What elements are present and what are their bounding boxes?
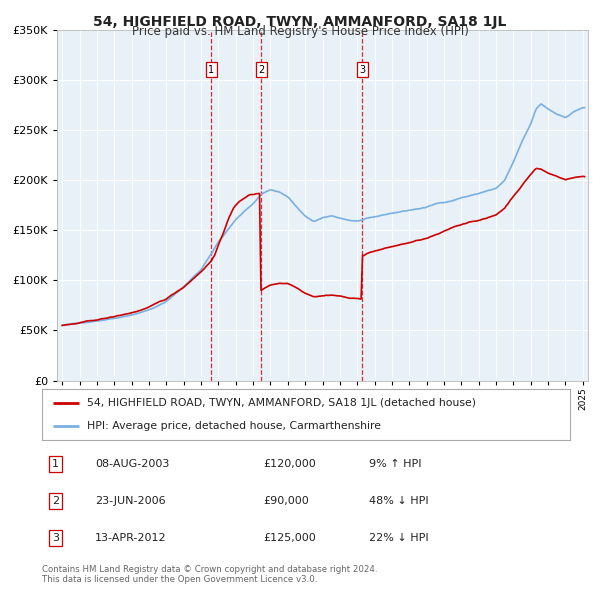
Text: Price paid vs. HM Land Registry's House Price Index (HPI): Price paid vs. HM Land Registry's House … xyxy=(131,25,469,38)
Text: £120,000: £120,000 xyxy=(264,459,317,469)
Text: Contains HM Land Registry data © Crown copyright and database right 2024.: Contains HM Land Registry data © Crown c… xyxy=(42,565,377,574)
Text: £90,000: £90,000 xyxy=(264,496,310,506)
Text: £125,000: £125,000 xyxy=(264,533,317,543)
Text: HPI: Average price, detached house, Carmarthenshire: HPI: Average price, detached house, Carm… xyxy=(87,421,381,431)
Text: 3: 3 xyxy=(359,65,365,74)
Text: 3: 3 xyxy=(52,533,59,543)
Text: 2: 2 xyxy=(52,496,59,506)
Text: 13-APR-2012: 13-APR-2012 xyxy=(95,533,166,543)
Text: 1: 1 xyxy=(52,459,59,469)
Text: 1: 1 xyxy=(208,65,215,74)
Text: 48% ↓ HPI: 48% ↓ HPI xyxy=(370,496,429,506)
Text: 08-AUG-2003: 08-AUG-2003 xyxy=(95,459,169,469)
Text: 23-JUN-2006: 23-JUN-2006 xyxy=(95,496,166,506)
Text: 2: 2 xyxy=(258,65,265,74)
Text: 54, HIGHFIELD ROAD, TWYN, AMMANFORD, SA18 1JL (detached house): 54, HIGHFIELD ROAD, TWYN, AMMANFORD, SA1… xyxy=(87,398,476,408)
Text: 54, HIGHFIELD ROAD, TWYN, AMMANFORD, SA18 1JL: 54, HIGHFIELD ROAD, TWYN, AMMANFORD, SA1… xyxy=(94,15,506,29)
Text: This data is licensed under the Open Government Licence v3.0.: This data is licensed under the Open Gov… xyxy=(42,575,317,584)
Text: 22% ↓ HPI: 22% ↓ HPI xyxy=(370,533,429,543)
Text: 9% ↑ HPI: 9% ↑ HPI xyxy=(370,459,422,469)
